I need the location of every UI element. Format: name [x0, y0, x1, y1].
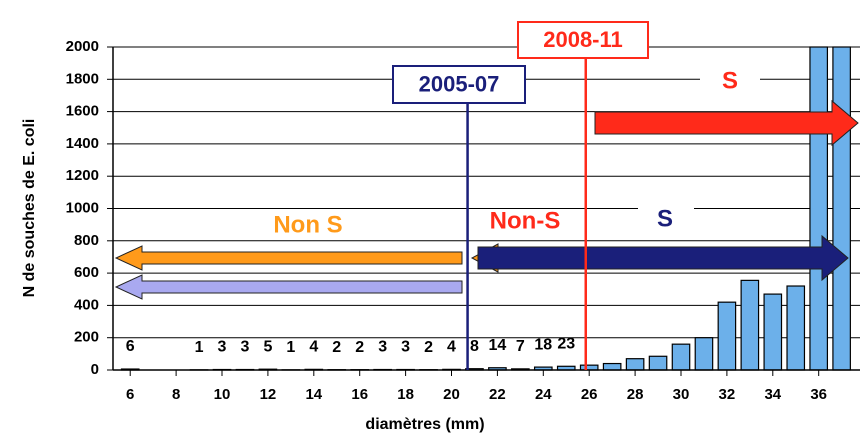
y-tick-label: 1600	[66, 103, 99, 120]
bar	[602, 362, 622, 371]
annotation-box	[700, 65, 760, 101]
y-tick-label: 400	[74, 296, 99, 313]
marker-box	[517, 21, 649, 59]
x-tick-label: 26	[581, 386, 598, 403]
marker-label: 2005-07	[419, 71, 500, 96]
value-label: 14	[489, 337, 507, 354]
y-tick-label: 0	[91, 361, 99, 378]
value-label: 2	[332, 339, 341, 356]
x-tick-label: 28	[627, 386, 644, 403]
value-label: 2	[424, 339, 433, 356]
bar	[694, 337, 714, 371]
arrow	[594, 99, 859, 147]
marker-label: 2008-11	[543, 27, 623, 52]
x-tick-label: 36	[810, 386, 827, 403]
value-label: 7	[516, 338, 525, 355]
x-tick-label: 20	[443, 386, 460, 403]
y-tick-label: 200	[74, 329, 99, 346]
annotation: S	[722, 67, 738, 94]
marker-box	[392, 65, 526, 104]
value-label: 3	[401, 339, 410, 356]
x-tick-label: 16	[351, 386, 368, 403]
value-label: 23	[557, 336, 575, 353]
y-tick-label: 1800	[66, 70, 99, 87]
x-tick-label: 34	[764, 386, 781, 403]
y-tick-label: 1200	[66, 167, 99, 184]
arrow	[114, 245, 463, 271]
bar	[625, 358, 645, 371]
bar	[671, 343, 691, 371]
annotation: Non-S	[490, 207, 561, 234]
x-tick-label: 10	[214, 386, 231, 403]
arrow	[477, 234, 849, 282]
value-label: 8	[470, 338, 479, 355]
y-tick-label: 1400	[66, 135, 99, 152]
value-label: 2	[355, 339, 364, 356]
value-label: 1	[195, 339, 204, 356]
value-label: 3	[218, 339, 227, 356]
bar	[763, 293, 783, 371]
y-tick-label: 2000	[66, 38, 99, 55]
y-axis-label: N de souches de E. coli	[21, 119, 38, 298]
annotation: S	[657, 205, 673, 232]
x-axis-label: diamètres (mm)	[365, 416, 484, 433]
y-tick-label: 600	[74, 264, 99, 281]
bar	[786, 285, 806, 371]
value-label: 1	[286, 339, 295, 356]
value-label: 5	[263, 338, 272, 355]
x-tick-label: 32	[719, 386, 736, 403]
x-tick-label: 12	[260, 386, 277, 403]
bar	[832, 46, 851, 371]
x-tick-label: 14	[305, 386, 322, 403]
value-label: 18	[534, 336, 552, 353]
bar	[648, 355, 668, 371]
bar	[717, 301, 737, 371]
x-tick-label: 24	[535, 386, 552, 403]
annotation-box	[638, 204, 694, 238]
y-tick-label: 1000	[66, 199, 99, 216]
x-tick-label: 30	[673, 386, 690, 403]
value-label: 4	[447, 339, 456, 356]
x-tick-label: 6	[126, 386, 134, 403]
bar	[740, 279, 760, 371]
x-tick-label: 18	[397, 386, 414, 403]
value-label: 4	[309, 339, 318, 356]
y-tick-label: 800	[74, 232, 99, 249]
value-label: 3	[241, 339, 250, 356]
bar	[809, 46, 829, 371]
annotation: Non S	[273, 211, 342, 238]
arrow	[114, 274, 463, 300]
value-label: 6	[126, 338, 135, 355]
value-label: 3	[378, 339, 387, 356]
x-tick-label: 22	[489, 386, 506, 403]
x-tick-label: 8	[172, 386, 180, 403]
